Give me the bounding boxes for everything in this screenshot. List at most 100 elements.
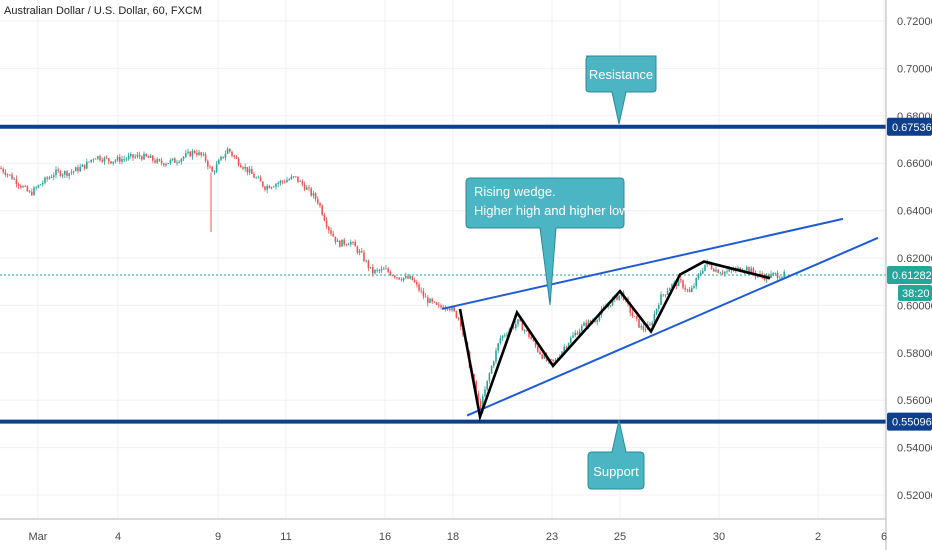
resistance-callout-label: Resistance [589, 67, 653, 82]
candle-body [97, 156, 99, 159]
candle-body [413, 280, 416, 283]
support-callout[interactable]: Support [587, 419, 645, 490]
candle-body [713, 268, 715, 272]
candle-body [420, 290, 422, 292]
candle-body [341, 239, 343, 247]
candle-body [295, 176, 297, 178]
candle-body [46, 177, 48, 179]
candle-body [499, 338, 502, 344]
candle-body [497, 343, 499, 351]
candle-body [457, 317, 460, 319]
candle-body [336, 240, 339, 242]
candle-body [752, 268, 755, 273]
candle-body [167, 163, 169, 164]
support-callout-box [587, 419, 645, 490]
candle-body [123, 158, 125, 160]
candle-body [396, 277, 398, 279]
candle-body [552, 359, 554, 362]
wedge-upper-trendline[interactable] [441, 217, 844, 310]
candle-body [163, 163, 165, 166]
time-axis-tick-label: 23 [546, 531, 558, 543]
candle-body [651, 322, 653, 326]
candle-body [486, 380, 488, 390]
resistance-price-tag-text: 0.67536 [892, 122, 932, 134]
candle-body [589, 320, 592, 322]
candle-body [609, 305, 612, 306]
candle-body [770, 273, 772, 278]
candle-body [196, 153, 198, 155]
candle-body [213, 171, 216, 173]
candle-body [453, 307, 455, 311]
candle-body [596, 320, 598, 323]
candle-body [493, 361, 495, 366]
candle-body [292, 176, 295, 178]
time-axis-tick-label: Mar [29, 531, 48, 543]
candle-body [680, 279, 682, 281]
candle-body [257, 177, 260, 179]
candle-body [638, 318, 640, 328]
wedge-callout[interactable]: Rising wedge. Higher high and higher low [465, 177, 629, 306]
candle-body [303, 184, 306, 190]
candle-body [220, 156, 222, 161]
current-price-tag: 0.61282 38:20 [887, 266, 932, 302]
candle-body [31, 191, 33, 196]
candle-body [138, 154, 141, 157]
candle-body [394, 275, 396, 278]
candle-body [262, 181, 264, 187]
candle-body [532, 339, 535, 342]
candle-body [112, 161, 114, 164]
candle-body [405, 276, 407, 278]
candle-body [361, 251, 363, 253]
wedge-lower-trendline[interactable] [466, 236, 879, 417]
candle-body [178, 161, 180, 163]
candle-body [81, 164, 84, 167]
time-axis[interactable]: Mar 4 9 11 16 18 23 25 30 2 6 [29, 531, 888, 543]
candle-body [684, 287, 686, 290]
candle-body [253, 173, 255, 178]
candle-body [189, 151, 191, 157]
resistance-price-tag: 0.67536 [887, 117, 932, 136]
candle-body [242, 167, 244, 169]
candle-body [517, 319, 519, 325]
candle-body [642, 326, 645, 330]
candle-body [92, 159, 95, 161]
time-axis-tick-label: 11 [280, 531, 291, 543]
candle-body [200, 152, 202, 156]
candle-body [666, 290, 669, 295]
candle-body [475, 381, 477, 394]
candle-body [149, 155, 152, 158]
candle-body [598, 314, 601, 321]
candle-body [88, 161, 90, 163]
candle-body [59, 171, 62, 176]
candle-body [64, 171, 66, 175]
candle-body [383, 268, 385, 270]
resistance-callout[interactable]: Resistance [585, 55, 657, 125]
candle-body [108, 158, 110, 162]
candle-body [710, 264, 713, 269]
candle-body [193, 151, 196, 154]
candle-body [174, 158, 176, 163]
candle-body [688, 289, 691, 293]
candle-body [429, 298, 431, 304]
candle-body [28, 191, 31, 193]
candle-body [772, 273, 774, 275]
candle-body [281, 180, 284, 182]
candle-body [26, 186, 29, 192]
candle-body [147, 156, 150, 158]
candle-body [143, 153, 145, 160]
candle-body [367, 260, 370, 268]
candle-body [537, 346, 539, 352]
time-axis-tick-label: 9 [215, 531, 221, 543]
candle-body [24, 186, 26, 188]
zigzag-pattern[interactable] [458, 260, 771, 422]
candle-body [90, 159, 92, 162]
wedge-callout-box [465, 177, 625, 306]
candle-body [264, 186, 266, 190]
candle-body [699, 273, 702, 275]
candle-body [704, 264, 706, 271]
